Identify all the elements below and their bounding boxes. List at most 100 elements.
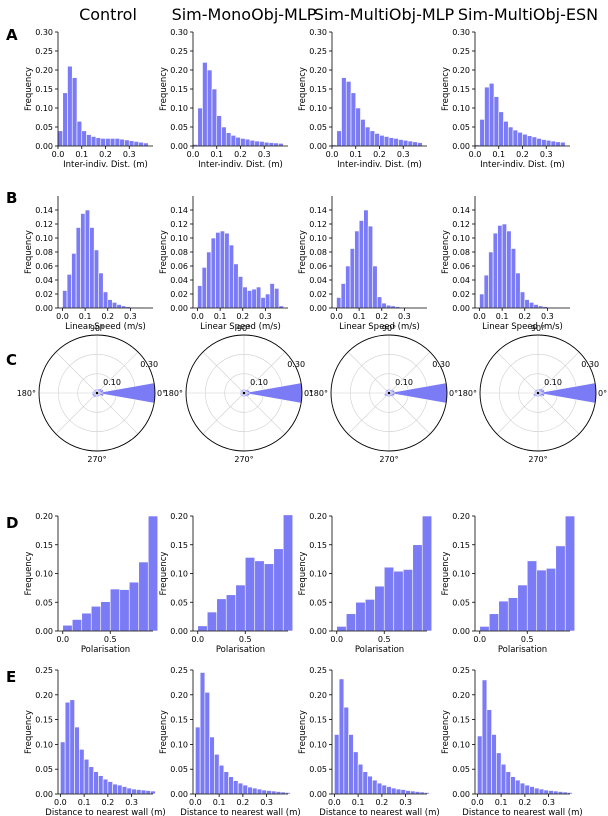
polar-grid-spoke xyxy=(96,351,139,394)
panel-c-polar-control: 0° 90° 180° 270° 0.10 0.30 xyxy=(17,324,166,464)
histogram-bar xyxy=(345,613,357,632)
y-tick-label: 0.00 xyxy=(452,142,470,151)
polar-center-dot xyxy=(95,391,99,395)
x-tick-label: 0.0 xyxy=(326,150,339,159)
angle-label-90: 90° xyxy=(237,324,251,333)
y-tick-label: 0.10 xyxy=(452,104,470,113)
histogram-bar xyxy=(60,741,66,795)
histogram-bar xyxy=(90,136,97,147)
y-tick-label: 0.15 xyxy=(309,85,327,94)
y-tick-label: 0.05 xyxy=(309,123,327,132)
histogram-bar xyxy=(81,612,92,632)
histogram-bar xyxy=(224,232,230,309)
histogram-bar xyxy=(536,138,542,147)
y-tick-label: 0.15 xyxy=(35,716,53,725)
y-tick-label: 0.10 xyxy=(170,104,188,113)
angle-label-0: 0° xyxy=(304,389,313,398)
polar-grid-spoke xyxy=(243,351,286,394)
histogram-bar xyxy=(62,92,68,147)
histogram-bar xyxy=(374,585,385,632)
angle-label-0: 0° xyxy=(157,389,166,398)
histogram-bar xyxy=(223,771,229,795)
y-tick-label: 0.30 xyxy=(35,28,53,37)
histogram-bar xyxy=(81,130,87,147)
y-tick-label: 0.20 xyxy=(35,691,53,700)
y-tick-label: 0.04 xyxy=(452,276,470,285)
y-tick-label: 0.00 xyxy=(170,304,188,313)
histogram-bar xyxy=(237,782,244,795)
y-tick-label: 0.10 xyxy=(309,570,327,579)
histogram-bar xyxy=(204,692,210,795)
histogram-bar xyxy=(341,77,347,147)
histogram-bar xyxy=(412,544,423,632)
histogram-bar xyxy=(393,138,399,147)
x-tick-label: 0.2 xyxy=(101,312,114,321)
histogram-bar xyxy=(263,141,270,147)
histogram-bar xyxy=(385,304,392,309)
polar-outer-circle xyxy=(479,334,597,452)
histogram-bar xyxy=(260,297,266,309)
histogram-bar xyxy=(336,297,342,309)
x-tick-label: 0.3 xyxy=(397,150,410,159)
y-tick-label: 0.25 xyxy=(170,666,188,675)
y-tick-label: 0.25 xyxy=(35,47,53,56)
histogram-bar xyxy=(88,766,94,795)
panel-e-sim-multiobj-esn: 0.00 0.05 0.10 0.15 0.20 0.25 0.0 0.1 0.2 0.3Dist… xyxy=(441,666,583,816)
y-tick-label: 0.10 xyxy=(35,740,53,749)
y-tick-label: 0.06 xyxy=(35,262,53,271)
histogram-bar xyxy=(215,232,221,309)
histogram-bar xyxy=(491,734,497,795)
angle-label-0: 0° xyxy=(598,389,607,398)
histogram-bar xyxy=(271,790,277,795)
histogram-bar xyxy=(209,736,215,795)
histogram-bar xyxy=(242,286,248,309)
histogram-bar xyxy=(548,790,554,795)
histogram-bar xyxy=(376,296,383,309)
histogram-bar xyxy=(402,569,414,632)
histogram-bar xyxy=(93,249,100,309)
histogram-bar xyxy=(526,135,533,147)
angle-label-0: 0° xyxy=(449,389,458,398)
y-tick-label: 0.05 xyxy=(170,123,188,132)
y-tick-label: 0.05 xyxy=(309,598,327,607)
histogram-bar xyxy=(256,286,262,309)
polar-grid-spoke xyxy=(243,392,286,435)
histogram-bar xyxy=(269,283,275,309)
x-tick-label: 0.0 xyxy=(330,312,343,321)
polar-wedge xyxy=(243,392,250,397)
y-tick-label: 0.20 xyxy=(35,512,53,521)
histogram-bar xyxy=(102,778,109,795)
histogram-bar xyxy=(150,790,156,795)
x-tick-label: 0.0 xyxy=(330,635,343,644)
histogram-bar xyxy=(197,107,203,147)
histogram-bar xyxy=(417,142,423,147)
histogram-bar xyxy=(343,706,349,795)
y-tick-label: 0.14 xyxy=(35,206,53,215)
polar-outer-circle xyxy=(38,334,156,452)
histogram-bar xyxy=(263,563,275,632)
histogram-bar xyxy=(230,135,237,147)
histogram-bar xyxy=(550,140,557,147)
histogram-bar xyxy=(235,584,246,632)
panel-e-control: 0.00 0.05 0.10 0.15 0.20 0.25 0.0 0.1 0.2 0.3Dist… xyxy=(24,666,166,816)
polar-grid-spoke xyxy=(537,351,580,394)
x-tick-label: 0.3 xyxy=(540,150,553,159)
y-tick-label: 0.00 xyxy=(170,790,188,799)
polar-wedge xyxy=(388,392,395,397)
histogram-bar xyxy=(395,788,402,795)
histogram-bar xyxy=(117,784,123,795)
histogram-bar xyxy=(424,792,430,795)
histogram-bar xyxy=(405,790,411,795)
histogram-bar xyxy=(538,788,545,795)
y-tick-label: 0.25 xyxy=(309,47,327,56)
histogram-bar xyxy=(109,138,116,147)
polar-grid-spoke xyxy=(55,351,98,394)
histogram-bar xyxy=(345,265,351,309)
histogram-bar xyxy=(402,140,409,147)
histogram-bar xyxy=(367,225,374,309)
histogram-bar xyxy=(246,290,253,309)
polar-grid-spoke xyxy=(347,351,390,394)
angle-label-90: 90° xyxy=(531,324,545,333)
histogram-bar xyxy=(553,790,559,795)
